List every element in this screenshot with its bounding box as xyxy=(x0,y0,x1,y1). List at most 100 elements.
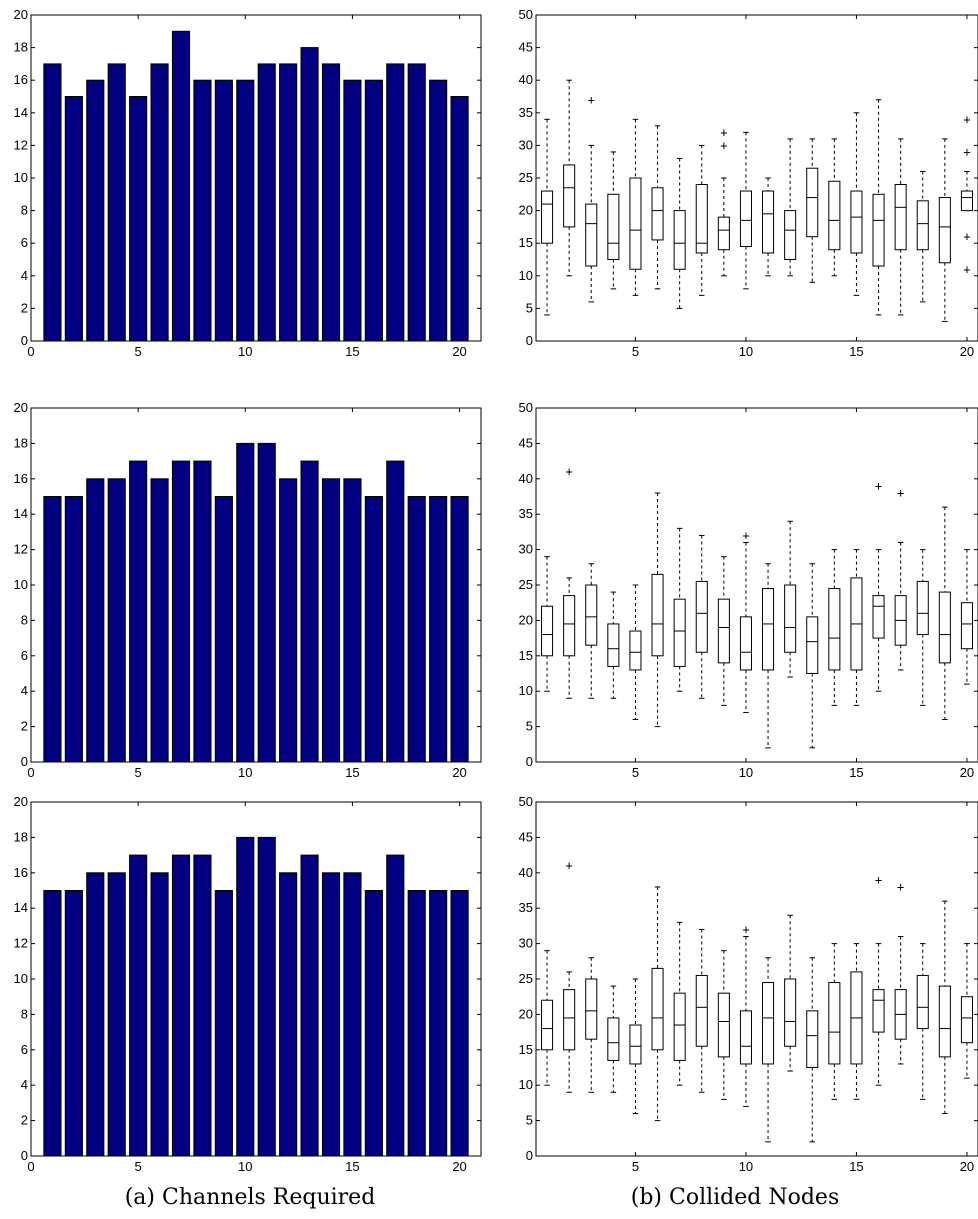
x-tick-label: 10 xyxy=(238,765,252,780)
x-tick-label: 0 xyxy=(27,1159,34,1174)
box xyxy=(806,167,819,238)
bar xyxy=(364,496,383,763)
y-tick-label: 14 xyxy=(14,506,28,521)
y-tick-label: 30 xyxy=(519,936,533,951)
y-tick-label: 0 xyxy=(526,1148,533,1163)
y-tick-label: 50 xyxy=(519,794,533,809)
box xyxy=(607,623,620,667)
y-tick-label: 0 xyxy=(526,754,533,769)
y-tick-label: 10 xyxy=(519,1077,533,1092)
box xyxy=(784,210,797,261)
box xyxy=(541,605,554,657)
panel-channels-row-1: 0 2 4 6 8 10 12 14 16 18 20 0 5 10 15 20 xyxy=(14,7,482,359)
axes-frame xyxy=(535,801,978,1157)
bar xyxy=(171,460,191,763)
x-tick-label: 5 xyxy=(135,344,142,359)
box xyxy=(850,190,863,254)
bar xyxy=(450,96,469,342)
bar xyxy=(407,63,426,342)
y-tick-label: 20 xyxy=(519,203,533,218)
y-tick-label: 18 xyxy=(14,40,28,55)
panel-collided-row-2: 0 5 10 15 20 25 30 35 40 45 50 5 10 15 20 + + + + xyxy=(519,400,978,780)
y-tick-label: 8 xyxy=(21,203,28,218)
bar xyxy=(107,63,126,342)
bar xyxy=(236,442,255,763)
y-tick-label: 40 xyxy=(519,471,533,486)
axes-frame xyxy=(30,407,482,763)
bar xyxy=(429,496,448,763)
y-tick-label: 12 xyxy=(14,542,28,557)
outlier-marker: + xyxy=(963,230,970,244)
y-tick-label: 5 xyxy=(526,1113,533,1128)
bar xyxy=(236,79,255,342)
y-tick-label: 6 xyxy=(21,235,28,250)
x-tick-label: 15 xyxy=(849,765,863,780)
box xyxy=(960,190,973,212)
y-tick-label: 20 xyxy=(519,1006,533,1021)
box xyxy=(739,1010,752,1065)
bar xyxy=(343,478,362,763)
y-tick-label: 15 xyxy=(519,1042,533,1057)
y-tick-label: 12 xyxy=(14,137,28,152)
y-tick-label: 45 xyxy=(519,40,533,55)
bar xyxy=(279,63,298,342)
x-tick-label: 20 xyxy=(960,1159,974,1174)
y-tick-label: 25 xyxy=(519,577,533,592)
bar xyxy=(343,79,362,342)
bar xyxy=(43,496,62,763)
y-tick-label: 6 xyxy=(21,648,28,663)
x-tick-label: 10 xyxy=(238,1159,252,1174)
x-tick-label: 5 xyxy=(135,1159,142,1174)
bar xyxy=(86,478,105,763)
bar xyxy=(343,872,362,1157)
bar xyxy=(407,890,426,1157)
outlier-marker: + xyxy=(963,145,970,159)
y-tick-label: 18 xyxy=(14,829,28,844)
outlier-marker: + xyxy=(566,465,573,479)
y-tick-label: 0 xyxy=(21,1148,28,1163)
box xyxy=(585,584,598,646)
box xyxy=(695,974,708,1047)
bar xyxy=(86,79,105,342)
bar xyxy=(64,496,83,763)
bar xyxy=(129,96,148,342)
box xyxy=(784,978,797,1047)
box xyxy=(739,616,752,671)
x-tick-label: 10 xyxy=(739,765,753,780)
bar xyxy=(107,872,126,1157)
outlier-marker: + xyxy=(720,138,727,152)
outlier-marker: + xyxy=(963,262,970,276)
y-tick-label: 0 xyxy=(21,754,28,769)
y-tick-label: 45 xyxy=(519,829,533,844)
box xyxy=(938,985,951,1058)
box xyxy=(673,210,686,270)
box xyxy=(651,187,664,241)
axes-frame xyxy=(30,801,482,1157)
box xyxy=(960,602,973,650)
bar xyxy=(129,854,148,1157)
y-tick-label: 14 xyxy=(14,900,28,915)
bar xyxy=(386,854,405,1157)
bar xyxy=(386,460,405,763)
bar xyxy=(300,854,319,1157)
bar xyxy=(364,79,383,342)
y-tick-label: 0 xyxy=(526,333,533,348)
y-tick-label: 35 xyxy=(519,900,533,915)
bar xyxy=(407,496,426,763)
y-tick-label: 20 xyxy=(14,400,28,415)
box xyxy=(563,164,576,228)
box xyxy=(806,1010,819,1068)
x-tick-label: 20 xyxy=(452,344,466,359)
bar xyxy=(86,872,105,1157)
y-tick-label: 30 xyxy=(519,137,533,152)
bar xyxy=(450,496,469,763)
y-tick-label: 10 xyxy=(14,577,28,592)
outlier-marker: + xyxy=(742,528,749,542)
outlier-marker: + xyxy=(963,112,970,126)
y-tick-label: 5 xyxy=(526,300,533,315)
bar xyxy=(214,890,233,1157)
y-tick-label: 40 xyxy=(519,865,533,880)
box xyxy=(916,200,929,251)
y-tick-label: 40 xyxy=(519,72,533,87)
